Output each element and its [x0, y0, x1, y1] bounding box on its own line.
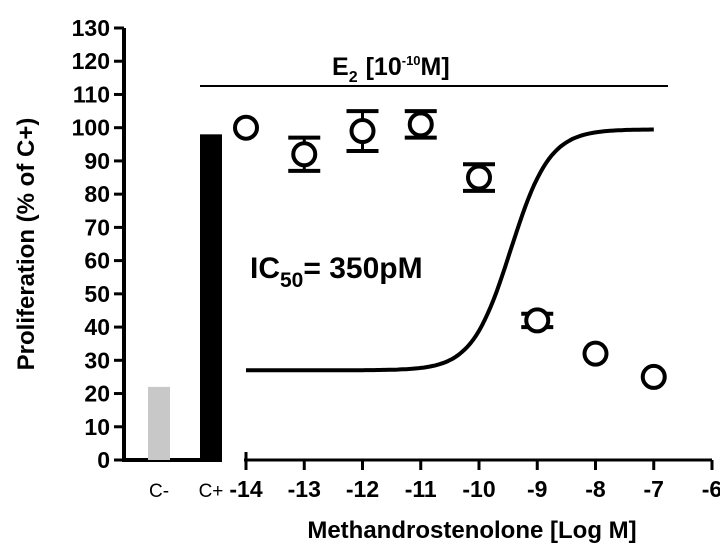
fit-curve [246, 127, 654, 373]
x-tick-label: -9 [527, 476, 547, 502]
data-points [233, 109, 667, 390]
y-tick-label: 50 [84, 281, 110, 307]
point-marker [466, 164, 492, 191]
data-point [640, 363, 667, 390]
x-tick-label: -11 [405, 476, 437, 502]
data-point [404, 109, 437, 140]
point-marker [582, 340, 609, 367]
control-bars: C- C+ [148, 134, 223, 502]
data-point [346, 109, 379, 153]
y-tick-label: 70 [84, 214, 110, 240]
x-tick-label: -8 [585, 476, 606, 502]
y-tick-label: 40 [84, 314, 110, 340]
data-point [233, 114, 259, 141]
x-axis-title: Methandrostenolone [Log M] [307, 517, 636, 544]
control-bar [200, 134, 222, 461]
x-tick-label: -10 [462, 476, 495, 502]
point-marker [291, 141, 318, 168]
y-tick-label: 130 [72, 15, 110, 41]
y-axis-title: Proliferation (% of C+) [13, 118, 40, 371]
ic50-annotation: IC50= 350pM [250, 252, 423, 292]
x-tick-label: -13 [288, 476, 321, 502]
point-marker [233, 114, 259, 141]
point-marker [640, 363, 667, 390]
point-marker [349, 118, 376, 145]
y-tick-label: 0 [97, 447, 110, 473]
control-bar-label: C+ [199, 481, 224, 502]
data-point [463, 162, 495, 193]
data-point [288, 135, 321, 173]
x-tick-label: -12 [346, 476, 379, 502]
control-bar-label: C- [149, 481, 169, 502]
y-tick-label: 90 [84, 148, 110, 174]
y-ticks: 0 10 20 30 40 50 60 70 80 90 100 110 120 130 [72, 15, 124, 473]
y-tick-label: 80 [84, 181, 110, 207]
y-tick-label: 10 [84, 414, 110, 440]
data-point [521, 307, 554, 334]
data-point [582, 340, 609, 367]
x-ticks: -14 -13 -12 -11 -10 -9 -8 -7 -6 [229, 460, 720, 502]
y-tick-label: 120 [72, 48, 110, 74]
point-marker [524, 307, 551, 334]
point-marker [407, 111, 434, 138]
e2-annotation: E2 [10-10M] [332, 53, 450, 86]
y-tick-label: 60 [84, 248, 110, 274]
y-tick-label: 30 [84, 347, 110, 373]
control-bar [148, 386, 170, 460]
x-tick-label: -14 [229, 476, 262, 502]
x-tick-label: -7 [644, 476, 664, 502]
y-tick-label: 100 [72, 115, 110, 141]
x-tick-label: -6 [702, 476, 720, 502]
y-tick-label: 110 [73, 81, 110, 107]
y-tick-label: 20 [84, 381, 110, 407]
